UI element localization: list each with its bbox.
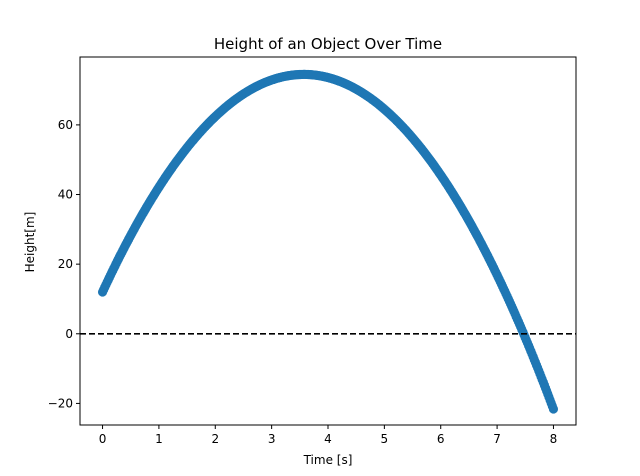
- x-tick-label: 8: [550, 432, 558, 446]
- x-axis-label: Time [s]: [303, 453, 353, 467]
- x-tick-label: 1: [155, 432, 163, 446]
- y-tick-label: −20: [48, 396, 73, 410]
- y-tick-label: 40: [58, 188, 73, 202]
- y-tick-label: 20: [58, 257, 73, 271]
- x-tick-label: 6: [437, 432, 445, 446]
- plot-area: 0 1 2 3 4 5 6 7 8 −20 0 20 40 60: [48, 56, 577, 446]
- x-tick-label: 3: [268, 432, 276, 446]
- x-tick-label: 5: [381, 432, 389, 446]
- data-point: [548, 404, 559, 414]
- y-axis-label: Height[m]: [23, 212, 37, 273]
- x-tick-label: 7: [493, 432, 501, 446]
- chart-title: Height of an Object Over Time: [214, 35, 442, 53]
- x-tick-label: 2: [211, 432, 219, 446]
- y-tick-label: 60: [58, 118, 73, 132]
- x-tick-label: 0: [99, 432, 107, 446]
- x-tick-label: 4: [324, 432, 332, 446]
- y-tick-label: 0: [65, 327, 73, 341]
